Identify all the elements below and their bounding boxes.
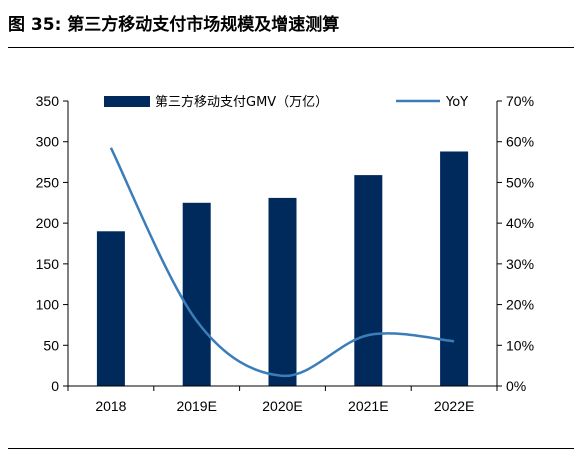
- left-tick-label: 200: [36, 215, 60, 231]
- right-tick-label: 20%: [506, 297, 534, 313]
- right-tick-label: 70%: [506, 93, 534, 109]
- left-tick-label: 300: [36, 134, 60, 150]
- bar-2018: [96, 231, 125, 386]
- x-tick-label: 2020E: [262, 398, 302, 414]
- left-tick-label: 350: [36, 93, 60, 109]
- right-tick-label: 50%: [506, 174, 534, 190]
- bar-2020E: [268, 197, 297, 386]
- bar-2021E: [354, 175, 383, 386]
- left-tick-label: 150: [36, 256, 60, 272]
- right-tick-label: 40%: [506, 215, 534, 231]
- bar-2022E: [440, 151, 469, 386]
- left-tick-label: 0: [51, 378, 59, 394]
- right-tick-label: 10%: [506, 337, 534, 353]
- x-tick-label: 2018: [95, 398, 126, 414]
- yoy-line: [109, 147, 455, 378]
- left-tick-label: 250: [36, 174, 60, 190]
- right-tick-label: 30%: [506, 256, 534, 272]
- bar-2019E: [182, 202, 211, 386]
- x-tick-label: 2022E: [434, 398, 474, 414]
- x-tick-label: 2021E: [348, 398, 388, 414]
- figure-title: 图 35: 第三方移动支付市场规模及增速测算: [8, 15, 340, 35]
- right-tick-label: 0%: [506, 378, 526, 394]
- left-tick-label: 50: [43, 337, 59, 353]
- x-tick-label: 2019E: [176, 398, 216, 414]
- left-tick-label: 100: [36, 297, 60, 313]
- legend-line-label: YoY: [445, 95, 468, 110]
- footer-divider: [8, 448, 574, 449]
- right-tick-label: 60%: [506, 134, 534, 150]
- title-divider: [8, 47, 574, 48]
- legend-bar-swatch: [104, 96, 150, 107]
- legend-bar-label: 第三方移动支付GMV（万亿）: [155, 94, 328, 110]
